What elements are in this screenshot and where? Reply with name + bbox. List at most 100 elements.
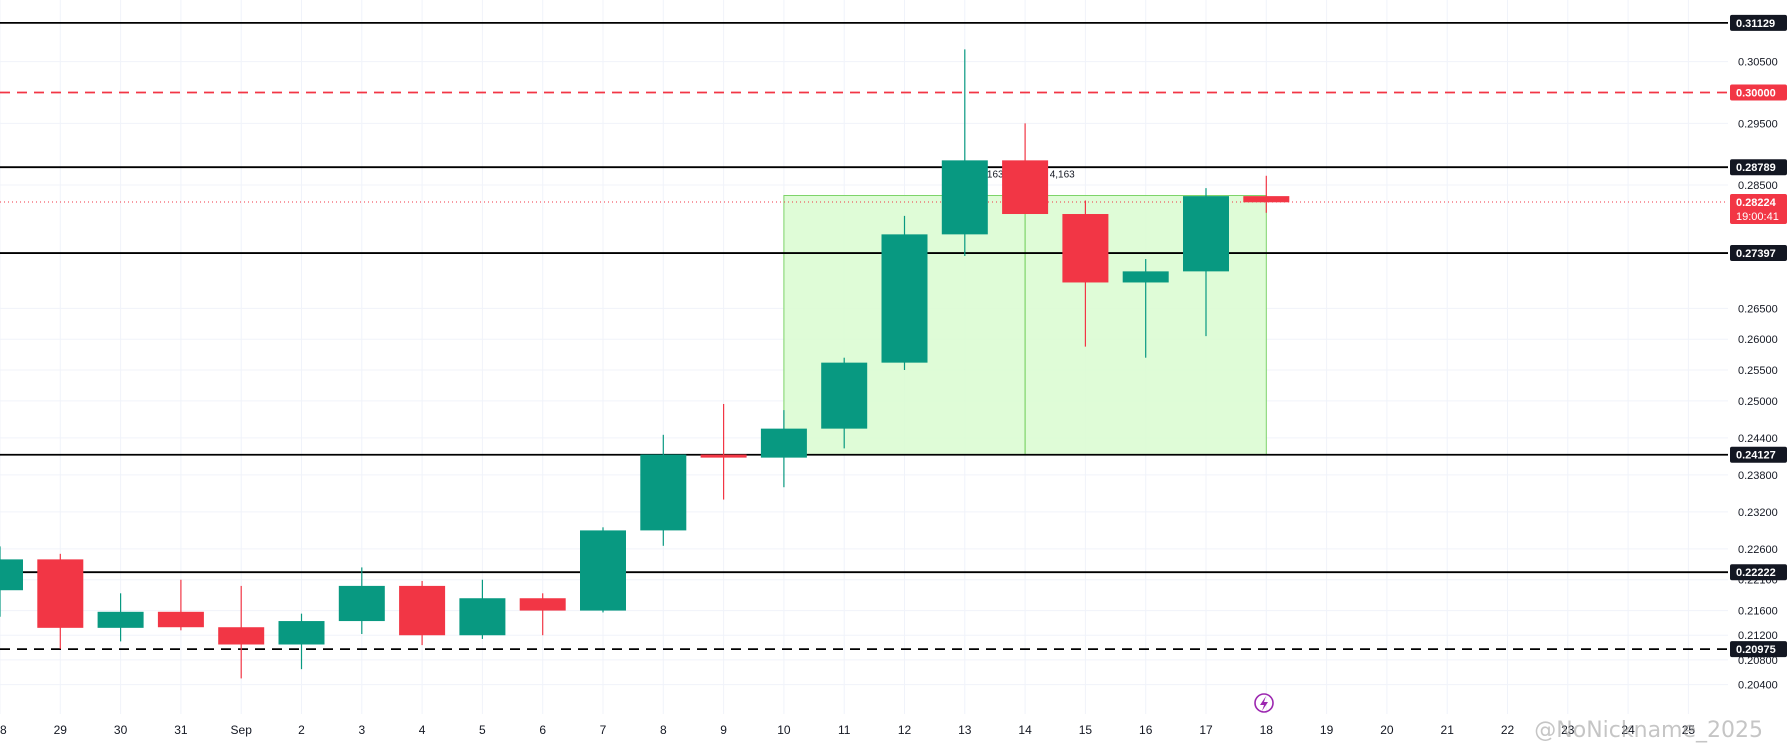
price-tick-label: 0.26000 <box>1738 334 1778 346</box>
candle <box>1122 259 1169 358</box>
candle-body <box>640 454 687 531</box>
time-tick-label: 25 <box>1682 723 1696 737</box>
time-tick-label: 17 <box>1199 723 1213 737</box>
candle-body <box>0 559 23 591</box>
level-price-badge[interactable] <box>1730 446 1787 463</box>
level-price-label: 0.22222 <box>1736 567 1776 579</box>
candles <box>0 49 1290 679</box>
candle <box>157 579 204 631</box>
candle <box>399 580 446 646</box>
time-tick-label: 21 <box>1441 723 1455 737</box>
time-tick-label: 16 <box>1139 723 1153 737</box>
candle-body <box>881 234 928 363</box>
time-tick-label: 14 <box>1018 723 1032 737</box>
time-tick-label: 23 <box>1561 723 1575 737</box>
candle-body <box>218 627 265 645</box>
time-tick-label: 29 <box>54 723 68 737</box>
price-tick-label: 0.29500 <box>1738 118 1778 130</box>
candle <box>519 593 566 636</box>
level-price-badge[interactable] <box>1730 84 1787 101</box>
time-tick-label: 22 <box>1501 723 1515 737</box>
level-price-badge[interactable] <box>1730 564 1787 581</box>
level-price-label: 0.28789 <box>1736 162 1776 174</box>
lightning-icon-bolt <box>1260 696 1268 711</box>
time-tick-label: 7 <box>600 723 607 737</box>
candle-body <box>97 611 144 628</box>
candle <box>338 567 385 635</box>
candle <box>760 410 807 488</box>
time-tick-label: 24 <box>1621 723 1635 737</box>
time-tick-label: 12 <box>898 723 912 737</box>
level-price-label: 0.30000 <box>1736 88 1776 100</box>
level-price-label: 0.20975 <box>1736 644 1776 656</box>
level-price-badge[interactable] <box>1730 14 1787 31</box>
price-axis[interactable]: 0.30500 0.29500 0.28500 0.26500 0.26000 0.255… <box>1730 14 1787 692</box>
candle <box>700 403 747 500</box>
level-price-label: 0.31129 <box>1736 18 1775 30</box>
current-price-label: 0.28224 <box>1736 197 1777 209</box>
time-tick-label: 4 <box>419 723 426 737</box>
candle <box>218 585 265 679</box>
time-tick-label: 15 <box>1079 723 1093 737</box>
time-tick-label: 19 <box>1320 723 1334 737</box>
candle-body <box>1002 160 1049 215</box>
time-tick-label: Sep <box>231 723 253 737</box>
candle-body <box>399 585 446 636</box>
price-tick-label: 0.28500 <box>1738 180 1778 192</box>
candle-body <box>519 598 566 611</box>
candle-body <box>821 362 868 429</box>
candle-body <box>1062 214 1109 283</box>
time-axis[interactable]: 28293031Sep23456789101112131415161718192… <box>0 723 1695 737</box>
candle <box>580 527 626 613</box>
level-price-label: 0.27397 <box>1736 248 1776 260</box>
time-tick-label: 28 <box>0 723 7 737</box>
time-tick-label: 5 <box>479 723 486 737</box>
time-tick-label: 30 <box>114 723 128 737</box>
level-price-label: 0.24127 <box>1736 450 1776 462</box>
time-tick-label: 2 <box>298 723 305 737</box>
time-tick-label: 11 <box>838 723 851 737</box>
current-price-badge[interactable] <box>1730 194 1787 225</box>
level-price-badge[interactable] <box>1730 245 1787 262</box>
candle <box>459 579 506 639</box>
level-price-badge[interactable] <box>1730 159 1787 176</box>
time-tick-label: 9 <box>720 723 727 737</box>
event-marker[interactable] <box>1254 693 1274 713</box>
price-tick-label: 0.25000 <box>1738 396 1778 408</box>
candle-body <box>760 428 807 458</box>
candle-body <box>1183 196 1229 272</box>
level-price-badge[interactable] <box>1730 641 1787 658</box>
candle-body <box>700 454 747 458</box>
price-tick-label: 0.23800 <box>1738 470 1778 482</box>
time-tick-label: 18 <box>1260 723 1274 737</box>
price-tick-label: 0.22600 <box>1738 544 1778 556</box>
candle <box>97 593 144 642</box>
candle <box>1183 188 1229 337</box>
horizontal-levels[interactable] <box>0 21 1728 651</box>
price-tick-label: 0.20400 <box>1738 680 1778 692</box>
time-tick-label: 31 <box>174 723 188 737</box>
lightning-icon[interactable] <box>1254 693 1274 713</box>
time-tick-label: 10 <box>777 723 791 737</box>
candle <box>881 215 928 371</box>
time-tick-label: 6 <box>539 723 546 737</box>
candle <box>640 434 687 546</box>
price-tick-label: 0.30500 <box>1738 57 1778 69</box>
candle-body <box>580 530 626 611</box>
candle-body <box>1243 196 1290 203</box>
candle <box>0 546 23 617</box>
candle <box>1062 200 1109 347</box>
candle <box>821 357 868 449</box>
time-tick-label: 3 <box>358 723 365 737</box>
time-tick-label: 8 <box>660 723 667 737</box>
candle <box>278 613 325 670</box>
time-tick-label: 13 <box>958 723 972 737</box>
price-tick-label: 0.20800 <box>1738 655 1778 667</box>
candle <box>1243 175 1290 213</box>
candle-body <box>338 585 385 622</box>
candle-body <box>278 621 325 645</box>
candle-body <box>459 598 506 636</box>
price-tick-label: 0.24400 <box>1738 433 1778 445</box>
